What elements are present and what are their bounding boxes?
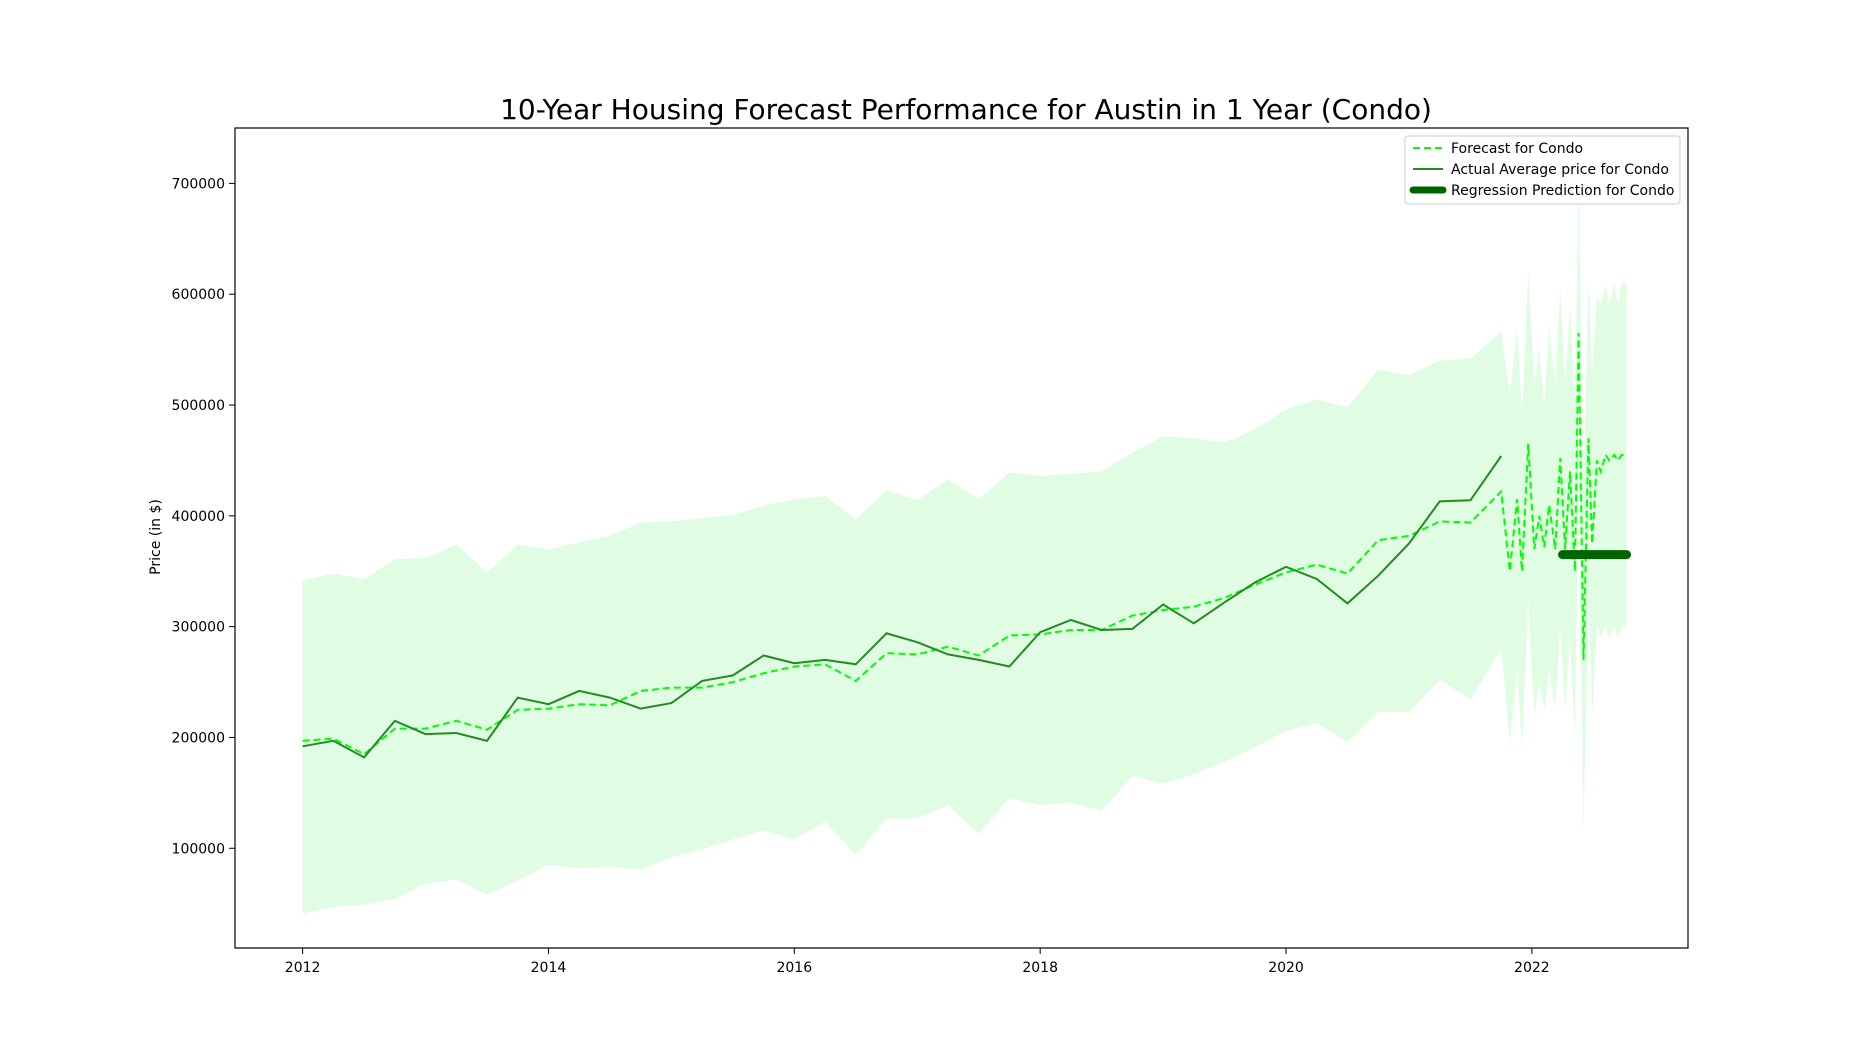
x-tick-label: 2018 <box>1022 960 1058 976</box>
y-tick-label: 100000 <box>172 841 225 857</box>
plot-frame <box>234 127 1689 949</box>
series-layer <box>302 332 1631 759</box>
x-tick-label: 2020 <box>1268 960 1304 976</box>
x-tick-label: 2016 <box>776 960 812 976</box>
x-tick-label: 2012 <box>285 960 321 976</box>
confidence-band-layer <box>302 183 1627 914</box>
legend-label: Actual Average price for Condo <box>1451 162 1669 178</box>
x-tick-label: 2014 <box>531 960 567 976</box>
ticks-layer: 2012 2014 2016 2018 2020 2022 100000 200000 3000… <box>172 176 1550 976</box>
legend-label: Forecast for Condo <box>1451 141 1583 157</box>
legend-box <box>1404 135 1681 205</box>
y-tick-label: 600000 <box>172 287 225 303</box>
legend: Forecast for Condo Actual Average price f… <box>1404 135 1681 205</box>
forecast-line <box>302 332 1627 756</box>
legend-label: Regression Prediction for Condo <box>1451 183 1674 199</box>
y-tick-label: 500000 <box>172 398 225 414</box>
y-axis-label: Price (in $) <box>148 499 164 575</box>
x-tick-label: 2022 <box>1514 960 1550 976</box>
actual-price-line <box>302 455 1503 759</box>
axes-frame-layer <box>234 127 1689 949</box>
y-tick-label: 200000 <box>172 730 225 746</box>
y-tick-label: 300000 <box>172 620 225 636</box>
y-tick-label: 700000 <box>172 176 225 192</box>
chart-title: 10-Year Housing Forecast Performance for… <box>500 93 1432 126</box>
confidence-band <box>302 183 1627 914</box>
y-tick-label: 400000 <box>172 509 225 525</box>
